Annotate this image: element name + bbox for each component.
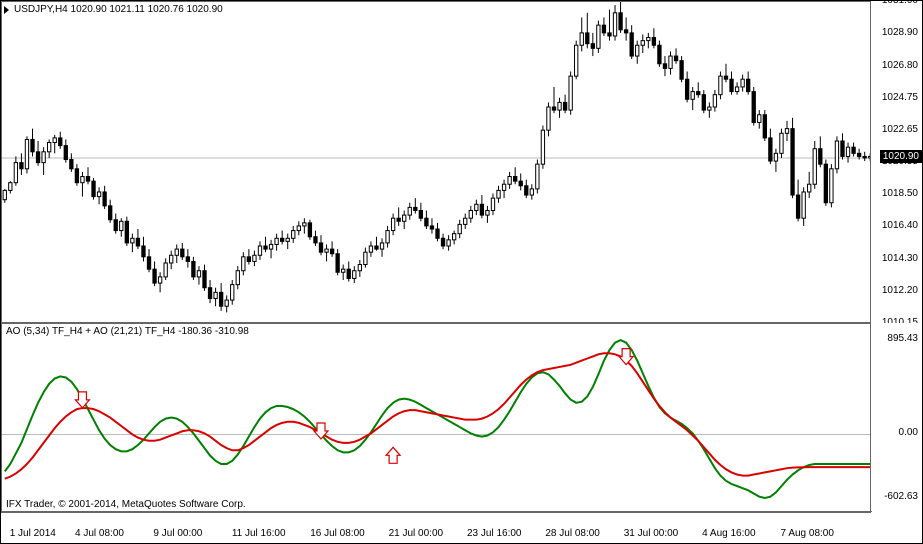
y-tick-label: 1028.90	[882, 27, 918, 38]
main-chart-title: USDJPY,H4 1020.90 1021.11 1020.76 1020.9…	[14, 4, 223, 15]
x-tick-label: 21 Jul 00:00	[389, 528, 444, 539]
x-tick-label: 31 Jul 00:00	[624, 528, 679, 539]
x-tick-label: 9 Jul 00:00	[153, 528, 202, 539]
indicator-chart-title: AO (5,34) TF_H4 + AO (21,21) TF_H4 -180.…	[6, 326, 249, 337]
y-tick-label: 0.00	[899, 427, 918, 438]
y-tick-label: 1012.20	[882, 285, 918, 296]
main-chart-panel[interactable]: USDJPY,H4 1020.90 1021.11 1020.76 1020.9…	[1, 1, 872, 323]
oscillator-chart	[2, 324, 873, 514]
indicator-y-axis: -602.63 0.00 895.43	[870, 323, 922, 513]
x-tick-label: 4 Aug 16:00	[702, 528, 755, 539]
main-y-axis: 1010.151012.201014.301016.401018.501020.…	[870, 1, 922, 323]
y-tick-label: 1031.00	[882, 0, 918, 6]
y-tick-label: 1022.65	[882, 124, 918, 135]
y-tick-label: -602.63	[884, 491, 918, 502]
y-tick-label: 1024.75	[882, 92, 918, 103]
x-tick-label: 16 Jul 08:00	[310, 528, 365, 539]
candlestick-chart	[2, 2, 873, 324]
y-tick-label: 1018.50	[882, 188, 918, 199]
indicator-chart-panel[interactable]: AO (5,34) TF_H4 + AO (21,21) TF_H4 -180.…	[1, 323, 872, 513]
y-tick-label: 1026.80	[882, 60, 918, 71]
x-tick-label: 4 Jul 08:00	[75, 528, 124, 539]
x-tick-label: 1 Jul 2014	[10, 528, 56, 539]
current-price-tag: 1020.90	[880, 150, 922, 163]
x-tick-label: 28 Jul 08:00	[545, 528, 600, 539]
y-tick-label: 1014.30	[882, 253, 918, 264]
collapse-icon[interactable]	[4, 6, 9, 14]
x-tick-label: 23 Jul 16:00	[467, 528, 522, 539]
x-tick-label: 11 Jul 16:00	[232, 528, 286, 539]
y-tick-label: 1016.40	[882, 220, 918, 231]
x-axis: 1 Jul 2014 4 Jul 08:00 9 Jul 00:00 11 Jul 1…	[1, 511, 872, 543]
copyright-text: IFX Trader, © 2001-2014, MetaQuotes Soft…	[6, 499, 246, 510]
y-tick-label: 895.43	[887, 333, 918, 344]
x-tick-label: 7 Aug 08:00	[781, 528, 834, 539]
